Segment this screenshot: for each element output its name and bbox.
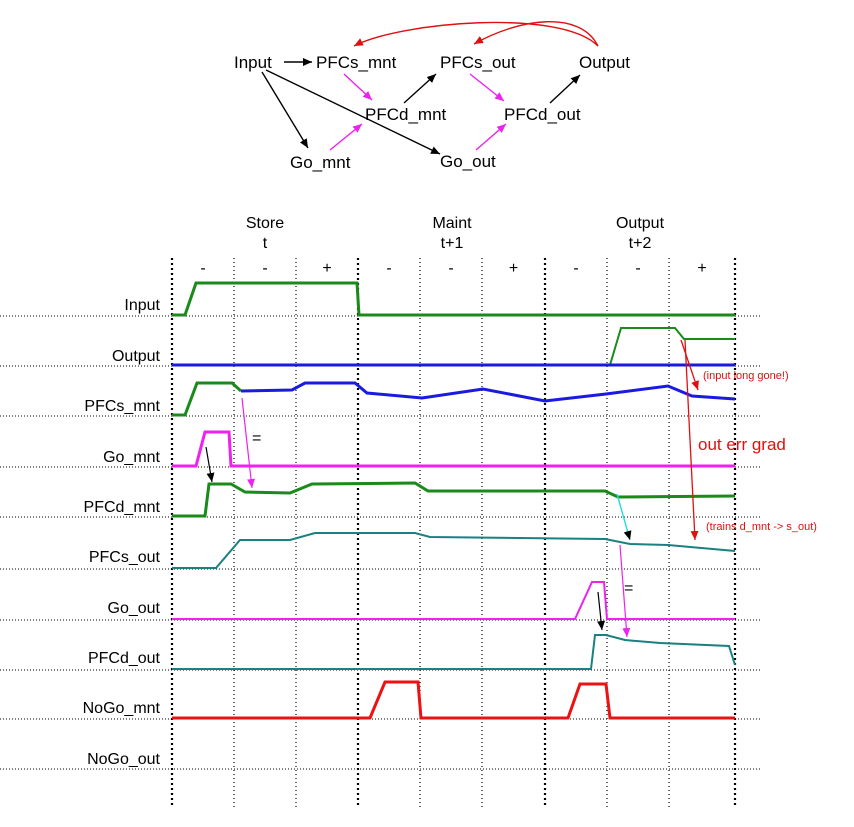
phase-sign: - <box>635 260 640 277</box>
row-label-input: Input <box>124 297 160 314</box>
edge-go-out-pfcd-out <box>475 123 507 151</box>
phase-sign: - <box>573 260 578 277</box>
arrow-pfcd-mnt-to-pfcs-out <box>616 493 632 541</box>
node-pfcs-mnt: PFCs_mnt <box>316 53 397 72</box>
node-output: Output <box>579 53 630 72</box>
trace-go-out <box>172 581 735 620</box>
trace-pfcd-mnt <box>172 481 736 518</box>
phase-sign: + <box>697 260 706 277</box>
annotations: (input long gone!) out err grad (trains … <box>252 370 817 597</box>
row-label-go-mnt: Go_mnt <box>103 449 160 466</box>
phase-headers: Store t - - + Maint t+1 - - + Output t+2 - - + <box>200 215 706 277</box>
row-label-nogo-mnt: NoGo_mnt <box>83 700 161 717</box>
phase-sign: - <box>448 260 453 277</box>
node-pfcd-out: PFCd_out <box>504 105 581 124</box>
phase-sign: + <box>509 260 518 277</box>
trace-nogo-mnt <box>172 680 735 720</box>
feedback-output-pfcs-out <box>473 21 599 47</box>
annotation-equals-out: = <box>624 580 633 597</box>
phase-name: Maint <box>432 215 472 232</box>
trace-go-mnt <box>172 430 735 468</box>
edge-input-go-out <box>265 69 441 155</box>
row-label-go-out: Go_out <box>108 600 161 617</box>
arrow-go-mnt-gate <box>205 446 215 483</box>
row-label-pfcs-out: PFCs_out <box>89 549 161 566</box>
trace-pfcs-mnt-green <box>172 381 242 417</box>
edge-pfcs-mnt-pfcd-mnt <box>343 73 373 101</box>
edge-go-mnt-pfcd-mnt <box>329 123 363 151</box>
edge-pfcd-out-output <box>549 74 581 104</box>
row-label-pfcs-mnt: PFCs_mnt <box>84 398 160 415</box>
phase-time: t+2 <box>629 235 652 252</box>
arrow-go-out-gate <box>597 591 606 631</box>
edge-input-go-mnt <box>261 71 309 149</box>
phase-name: Output <box>616 215 665 232</box>
node-pfcs-out: PFCs_out <box>440 53 516 72</box>
node-go-mnt: Go_mnt <box>290 153 351 172</box>
arrow-err-to-pfcs-mnt <box>680 339 699 391</box>
row-label-output: Output <box>112 348 161 365</box>
annotation-trains: (trains d_mnt -> s_out) <box>706 521 817 533</box>
annotation-input-gone: (input long gone!) <box>703 370 789 382</box>
phase-sign: - <box>262 260 267 277</box>
annotation-arrows <box>205 339 699 638</box>
phase-time: t+1 <box>441 235 464 252</box>
feedback-output-pfcs-mnt <box>353 21 599 47</box>
row-label-pfcd-mnt: PFCd_mnt <box>84 499 161 516</box>
edge-pfcs-out-pfcd-out <box>469 73 505 102</box>
node-input: Input <box>234 53 272 72</box>
trace-pfcs-out <box>172 532 736 569</box>
arrow-pfcs-out-to-pfcd-out <box>619 544 631 638</box>
phase-time: t <box>263 235 268 252</box>
phase-sign: - <box>200 260 205 277</box>
phase-sign: - <box>386 260 391 277</box>
annotation-out-err-grad: out err grad <box>698 435 786 454</box>
trace-input <box>172 281 735 317</box>
node-go-out: Go_out <box>440 152 496 171</box>
trace-pfcs-mnt <box>240 381 736 403</box>
row-label-nogo-out: NoGo_out <box>87 751 160 768</box>
arrow-err-to-pfcs-out <box>684 339 699 541</box>
node-pfcd-mnt: PFCd_mnt <box>365 105 447 124</box>
row-label-pfcd-out: PFCd_out <box>88 650 161 667</box>
arrow-pfcs-mnt-to-pfcd-mnt <box>241 397 255 489</box>
edge-pfcd-mnt-pfcs-out <box>403 73 437 104</box>
network-graph: Input PFCs_mnt PFCd_mnt Go_mnt PFCs_out … <box>234 21 630 172</box>
trace-output-target <box>609 327 735 366</box>
traces <box>172 281 736 720</box>
phase-name: Store <box>246 215 284 232</box>
trace-pfcd-out <box>172 634 736 670</box>
annotation-equals-mnt: = <box>252 430 261 447</box>
phase-sign: + <box>322 260 331 277</box>
row-labels: Input Output PFCs_mnt Go_mnt PFCd_mnt PFCs_ou… <box>83 297 161 768</box>
